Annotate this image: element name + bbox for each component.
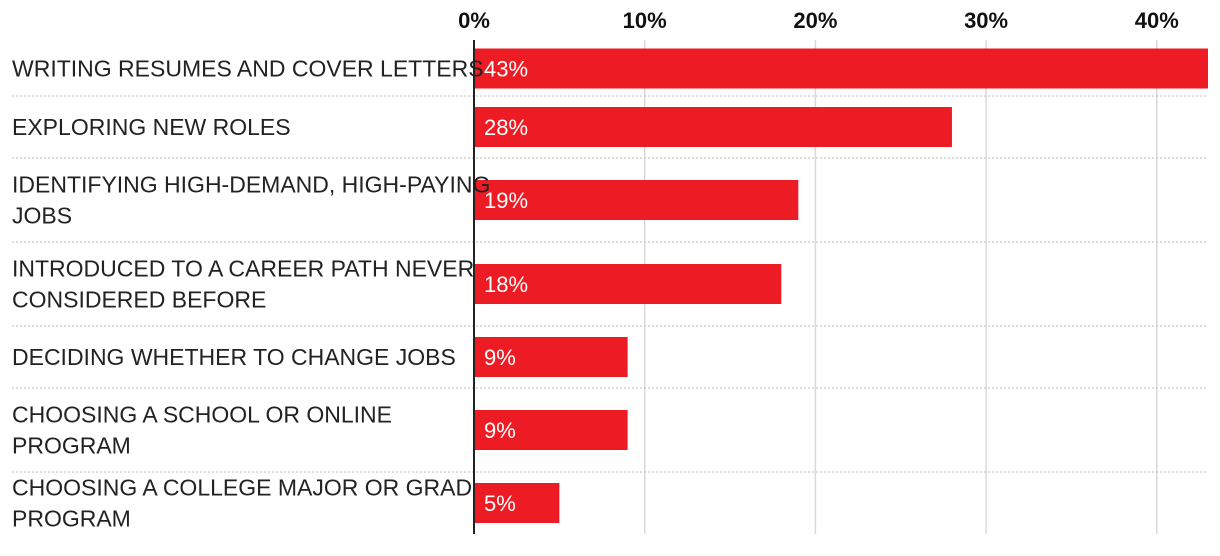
bar-value-label: 9% — [484, 418, 516, 443]
bar — [474, 410, 628, 450]
x-tick-label: 30% — [964, 8, 1008, 33]
category-label: WRITING RESUMES AND COVER LETTERS — [12, 56, 484, 82]
category-label: DECIDING WHETHER TO CHANGE JOBS — [12, 344, 456, 370]
category-label: EXPLORING NEW ROLES — [12, 114, 291, 140]
bar-value-label: 5% — [484, 491, 516, 516]
category-label: INTRODUCED TO A CAREER PATH NEVER CONSIDE… — [12, 256, 474, 313]
category-label-line: CONSIDERED BEFORE — [12, 287, 266, 313]
bar-value-label: 28% — [484, 115, 528, 140]
category-label-line: DECIDING WHETHER TO CHANGE JOBS — [12, 344, 456, 370]
x-tick-label: 0% — [458, 8, 490, 33]
bar-value-label: 9% — [484, 345, 516, 370]
bar-value-label: 43% — [484, 57, 528, 82]
bar — [474, 264, 782, 304]
bar — [474, 180, 799, 220]
category-label-line: PROGRAM — [12, 506, 131, 532]
x-tick-label: 20% — [793, 8, 837, 33]
x-axis-tick-labels: 0% 10% 20% 30% 40% — [458, 8, 1179, 33]
bar-value-label: 18% — [484, 272, 528, 297]
category-label: CHOOSING A COLLEGE MAJOR OR GRAD PROGRAM — [12, 475, 472, 532]
bar — [474, 483, 560, 523]
category-label-line: CHOOSING A COLLEGE MAJOR OR GRAD — [12, 475, 472, 501]
category-label-line: WRITING RESUMES AND COVER LETTERS — [12, 56, 484, 82]
bar — [474, 337, 628, 377]
category-label: IDENTIFYING HIGH-DEMAND, HIGH-PAYING JOBS — [12, 172, 490, 229]
row-separators — [12, 95, 1208, 473]
category-label-line: IDENTIFYING HIGH-DEMAND, HIGH-PAYING — [12, 172, 490, 198]
category-labels: WRITING RESUMES AND COVER LETTERS EXPLORI… — [12, 56, 490, 532]
category-label-line: CHOOSING A SCHOOL OR ONLINE — [12, 402, 392, 428]
category-label: CHOOSING A SCHOOL OR ONLINE PROGRAM — [12, 402, 392, 459]
bar-value-label: 19% — [484, 188, 528, 213]
category-label-line: EXPLORING NEW ROLES — [12, 114, 291, 140]
bar — [474, 107, 952, 147]
category-label-line: PROGRAM — [12, 433, 131, 459]
x-tick-label: 10% — [623, 8, 667, 33]
category-label-line: INTRODUCED TO A CAREER PATH NEVER — [12, 256, 474, 282]
x-tick-label: 40% — [1135, 8, 1179, 33]
category-label-line: JOBS — [12, 203, 72, 229]
bars: 43% 28% 19% 18% 9% 9% 5% — [474, 48, 1208, 523]
bar — [474, 48, 1208, 89]
